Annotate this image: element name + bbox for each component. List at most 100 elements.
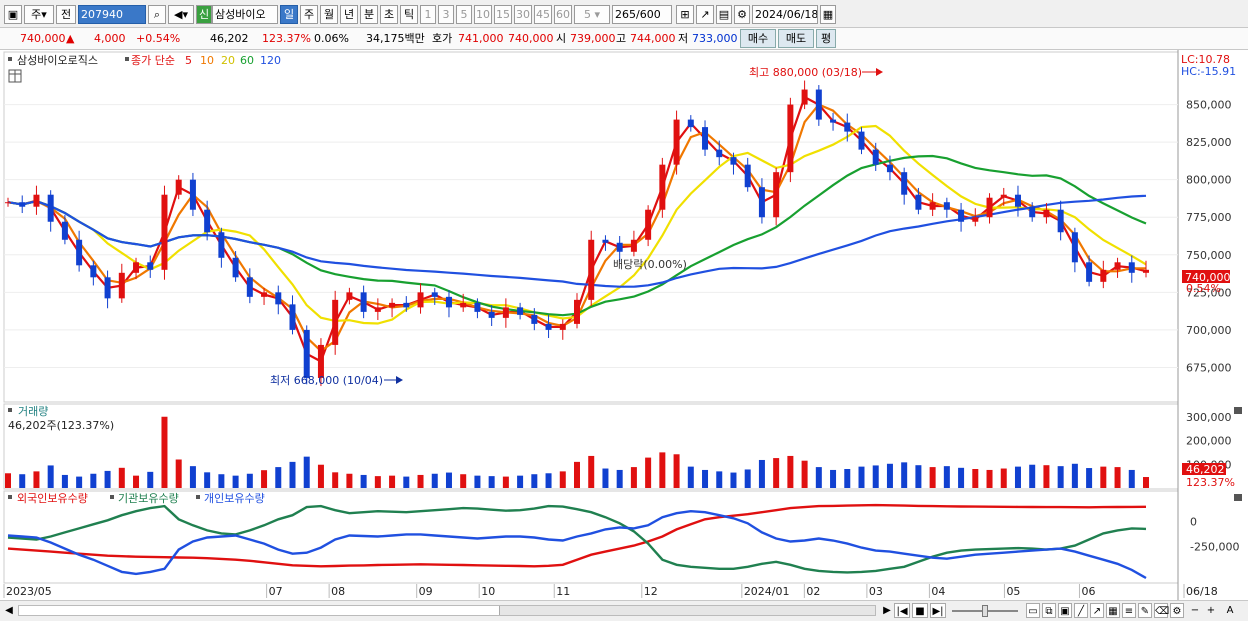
last-page-button[interactable]: ▶| — [930, 603, 946, 618]
volume-bar — [445, 472, 452, 488]
tool-icon-erase[interactable]: ⌫ — [1154, 603, 1169, 618]
candle-body — [33, 194, 40, 207]
interval-45[interactable]: 45 — [534, 5, 552, 24]
date-field[interactable]: 2024/06/18 — [752, 5, 818, 24]
volume-bar — [943, 466, 950, 488]
search-icon[interactable]: ⌕ — [148, 5, 166, 24]
tab-week[interactable]: 주 — [300, 5, 318, 24]
calendar-icon[interactable]: ▦ — [820, 5, 836, 24]
candle-body — [545, 323, 552, 330]
volume-bar — [958, 467, 965, 488]
tool-icon-trend[interactable]: ↗ — [1090, 603, 1104, 618]
save-icon[interactable]: ▤ — [716, 5, 732, 24]
tab-minute[interactable]: 분 — [360, 5, 378, 24]
candle-body — [474, 302, 481, 312]
candle-body — [1071, 232, 1078, 263]
ask-price: 741,000 — [458, 32, 504, 45]
price-axis-label: 675,000 — [1186, 361, 1232, 374]
tab-month[interactable]: 월 — [320, 5, 338, 24]
volume-bar — [872, 465, 879, 488]
scroll-left-button[interactable]: ◀ — [5, 605, 13, 616]
tab-day[interactable]: 일 — [280, 5, 298, 24]
volume-bar — [531, 474, 538, 488]
candle-body — [1100, 269, 1107, 282]
holdings-axis-label: -250,000 — [1190, 541, 1239, 554]
period-select[interactable]: 주▾ — [24, 5, 54, 24]
candle-body — [645, 209, 652, 240]
candle-body — [844, 122, 851, 132]
chart-area[interactable]: 850,000 825,000 800,000 775,000 750,000 725,0… — [0, 50, 1248, 600]
zoom-out-button[interactable]: − — [1190, 605, 1200, 616]
first-page-button[interactable]: |◀ — [894, 603, 910, 618]
candle-body — [189, 179, 196, 210]
scrollbar-thumb[interactable] — [499, 606, 875, 615]
stock-code-input[interactable]: 207940 — [78, 5, 146, 24]
tool-icon-fib[interactable]: ≡ — [1122, 603, 1136, 618]
count-value: 265 — [615, 8, 636, 21]
volume-bar — [645, 457, 652, 488]
interval-30[interactable]: 30 — [514, 5, 532, 24]
volume-bar — [972, 469, 979, 488]
volume-bar — [389, 475, 396, 488]
candle-body — [246, 277, 253, 297]
tool-icon-pen[interactable]: ✎ — [1138, 603, 1152, 618]
interval-custom-select[interactable]: 5 ▾ — [574, 5, 610, 24]
stock-name-field[interactable]: 삼성바이오 — [212, 5, 278, 24]
price-axis-label: 700,000 — [1186, 324, 1232, 337]
speaker-icon[interactable]: ◀▾ — [168, 5, 194, 24]
tab-second[interactable]: 초 — [380, 5, 398, 24]
zoom-slider-thumb[interactable] — [982, 605, 988, 617]
count-field[interactable]: 265/600 — [612, 5, 672, 24]
high-price: 744,000 — [630, 32, 676, 45]
volume-bar — [702, 469, 709, 488]
zoom-in-button[interactable]: + — [1206, 605, 1216, 616]
eval-button[interactable]: 평 — [816, 29, 836, 48]
draw-tool-icon[interactable]: ↗ — [696, 5, 714, 24]
date-axis-label: 05 — [1006, 585, 1020, 598]
sell-button[interactable]: 매도 — [778, 29, 814, 48]
price-legend: 삼성바이오로직스 종가 단순 5 10 20 60 120 — [8, 54, 281, 83]
indicator-icon[interactable]: ⊞ — [676, 5, 694, 24]
candle-body — [389, 302, 396, 308]
tool-icon-line[interactable]: ╱ — [1074, 603, 1088, 618]
tool-icon-settings[interactable]: ⚙ — [1170, 603, 1184, 618]
buy-button[interactable]: 매수 — [740, 29, 776, 48]
text-tool-button[interactable]: A — [1226, 605, 1234, 616]
date-axis-label: 2024/01 — [744, 585, 790, 598]
volume-bar — [716, 471, 723, 488]
volume-bars — [5, 416, 1149, 488]
interval-3[interactable]: 3 — [438, 5, 454, 24]
price-axis-label: 850,000 — [1186, 99, 1232, 112]
tool-icon-copy[interactable]: ⧉ — [1042, 603, 1056, 618]
candle-body — [744, 164, 751, 188]
tool-icon-image[interactable]: ▣ — [1058, 603, 1072, 618]
tool-icon-grid[interactable]: ▦ — [1106, 603, 1120, 618]
panel-close-icon[interactable] — [1234, 494, 1242, 501]
interval-60[interactable]: 60 — [554, 5, 572, 24]
stop-button[interactable]: ■ — [912, 603, 928, 618]
volume-bar — [929, 467, 936, 488]
price-axis-label: 775,000 — [1186, 211, 1232, 224]
volume-bar — [574, 461, 580, 488]
date-axis-label: 2023/05 — [6, 585, 52, 598]
tool-icon-rect[interactable]: ▭ — [1026, 603, 1040, 618]
candle-body — [687, 119, 694, 128]
scroll-right-button[interactable]: ▶ — [883, 605, 891, 616]
window-icon[interactable]: ▣ — [4, 5, 22, 24]
interval-5[interactable]: 5 — [456, 5, 472, 24]
volume-bar — [417, 474, 424, 488]
tab-tick[interactable]: 틱 — [400, 5, 418, 24]
prev-button[interactable]: 전 — [56, 5, 76, 24]
gear-icon[interactable]: ⚙ — [734, 5, 750, 24]
volume-bar — [1100, 466, 1107, 488]
interval-10[interactable]: 10 — [474, 5, 492, 24]
interval-1[interactable]: 1 — [420, 5, 436, 24]
tab-year[interactable]: 년 — [340, 5, 358, 24]
candle-body — [787, 104, 794, 173]
holdings-legend-institution: 기관보유수량 — [118, 492, 179, 505]
interval-15[interactable]: 15 — [494, 5, 512, 24]
horizontal-scrollbar[interactable] — [18, 605, 876, 616]
zoom-slider[interactable] — [952, 605, 1018, 617]
candle-body — [886, 164, 893, 173]
panel-close-icon[interactable] — [1234, 407, 1242, 414]
